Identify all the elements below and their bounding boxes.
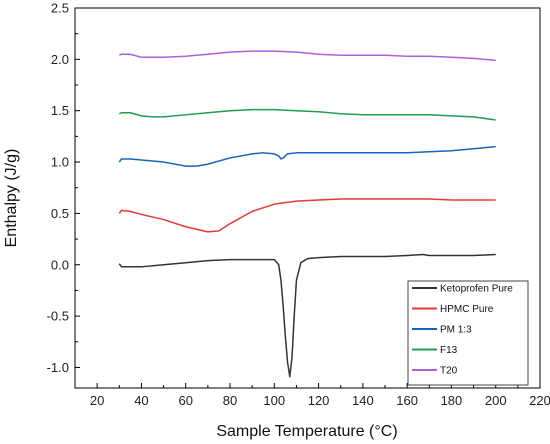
x-tick-label: 100 <box>263 393 285 408</box>
x-tick-label: 80 <box>223 393 237 408</box>
y-tick-label: -0.5 <box>47 309 69 324</box>
x-tick-label: 220 <box>529 393 550 408</box>
x-tick-label: 40 <box>134 393 148 408</box>
legend-label-1: HPMC Pure <box>440 304 494 315</box>
series-line-1 <box>118 198 496 233</box>
y-tick-label: 2.5 <box>51 1 69 16</box>
y-tick-label: 2.0 <box>51 52 69 67</box>
x-tick-label: 20 <box>90 393 104 408</box>
x-tick-label: 160 <box>396 393 418 408</box>
y-tick-label: -1.0 <box>47 360 69 375</box>
y-tick-label: 0.0 <box>51 257 69 272</box>
x-tick-label: 180 <box>441 393 463 408</box>
x-tick-label: 60 <box>178 393 192 408</box>
axis-ticks: 20 40 60 80 100 120 140 160 180 200 220 -1.0 -0.5 0.0… <box>47 1 550 409</box>
x-tick-label: 120 <box>308 393 330 408</box>
y-tick-label: 1.5 <box>51 103 69 118</box>
legend: Ketoprofen Pure HPMC Pure PM 1:3 F13 T20 <box>407 280 529 386</box>
legend-label-4: T20 <box>440 366 458 377</box>
series-line-3 <box>118 108 496 121</box>
legend-box <box>407 280 529 386</box>
y-tick-label: 1.0 <box>51 155 69 170</box>
plot-frame <box>74 7 541 389</box>
legend-label-2: PM 1:3 <box>440 325 472 336</box>
series-line-4 <box>118 50 496 62</box>
y-axis-title: Enthalpy (J/g) <box>3 149 20 248</box>
legend-label-0: Ketoprofen Pure <box>440 284 513 295</box>
y-tick-label: 0.5 <box>51 206 69 221</box>
series-line-0 <box>118 253 496 378</box>
x-axis-title: Sample Temperature (°C) <box>216 423 397 440</box>
x-tick-label: 140 <box>352 393 374 408</box>
series-line-2 <box>118 145 496 167</box>
x-tick-label: 200 <box>485 393 507 408</box>
legend-label-3: F13 <box>440 345 458 356</box>
series-layer <box>118 50 496 378</box>
